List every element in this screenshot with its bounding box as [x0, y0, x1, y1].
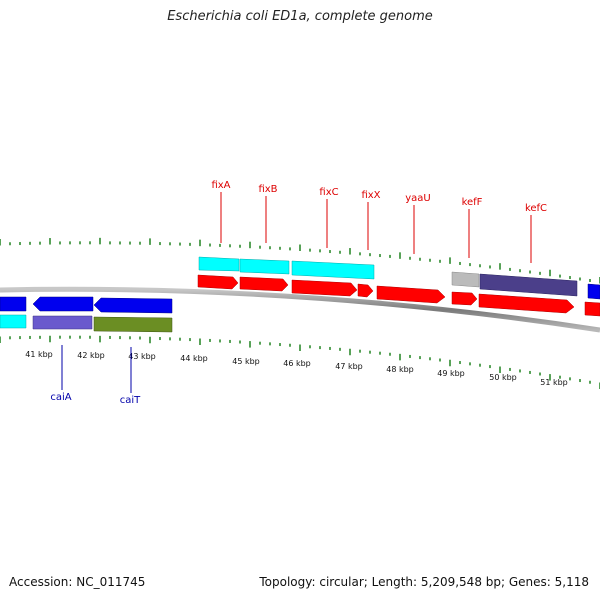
kbp-label: 42 kbp — [77, 351, 105, 360]
kbp-label: 48 kbp — [386, 365, 414, 374]
genome-summary: Topology: circular; Length: 5,209,548 bp… — [259, 575, 589, 589]
gene-block-fixA[interactable] — [198, 256, 240, 272]
cds-arrow-yaaU[interactable] — [376, 285, 446, 304]
gene-block-reverse-left[interactable] — [0, 314, 27, 329]
gene-block-caiA[interactable] — [32, 315, 93, 330]
cds-arrow-fixX[interactable] — [357, 283, 374, 298]
kbp-label: 46 kbp — [283, 359, 311, 368]
accession-label: Accession: NC_011745 — [9, 575, 146, 589]
gene-labels: fixA fixB fixC fixX yaaU kefF kefC caiA caiT — [50, 180, 547, 406]
kbp-label: 45 kbp — [232, 357, 260, 366]
gene-block-next[interactable] — [587, 283, 600, 300]
cds-arrow-kefC[interactable] — [478, 293, 575, 314]
cds-arrow-caiA[interactable] — [32, 296, 94, 312]
kbp-scale-labels: 41 kbp 42 kbp 43 kbp 44 kbp 45 kbp 46 kbp 47 k… — [25, 350, 568, 387]
cds-arrow-fixA[interactable] — [197, 274, 239, 290]
kbp-label: 43 kbp — [128, 352, 156, 361]
gene-label-kefF[interactable]: kefF — [462, 197, 483, 208]
gene-label-kefC[interactable]: kefC — [525, 203, 547, 214]
outer-tick-track — [0, 237, 600, 284]
gene-label-caiA[interactable]: caiA — [50, 392, 71, 403]
reverse-gene-track — [0, 314, 173, 333]
kbp-label: 41 kbp — [25, 350, 53, 359]
kbp-label: 49 kbp — [437, 369, 465, 378]
forward-gene-track — [198, 256, 600, 300]
genome-backbone — [0, 286, 600, 333]
genome-title: Escherichia coli ED1a, complete genome — [167, 9, 433, 24]
inner-tick-track — [0, 335, 600, 389]
gene-label-fixX[interactable]: fixX — [361, 190, 380, 201]
gene-label-fixA[interactable]: fixA — [211, 180, 230, 191]
cds-arrow-caiT[interactable] — [93, 297, 173, 314]
cds-arrow-reverse-left[interactable] — [0, 296, 27, 312]
gene-label-caiT[interactable]: caiT — [120, 395, 141, 406]
gene-label-fixB[interactable]: fixB — [258, 184, 277, 195]
gene-block-kefF[interactable] — [451, 271, 480, 288]
cds-arrow-kefF[interactable] — [451, 291, 478, 306]
gene-label-fixC[interactable]: fixC — [319, 187, 338, 198]
gene-block-kefC[interactable] — [479, 273, 578, 297]
cds-arrow-fixC[interactable] — [291, 279, 358, 297]
gene-block-caiT[interactable] — [93, 316, 173, 333]
forward-cds-track — [197, 274, 600, 317]
kbp-label: 50 kbp — [489, 373, 517, 382]
gene-block-fixC-fixX[interactable] — [291, 260, 375, 280]
gene-block-fixB[interactable] — [239, 258, 290, 275]
kbp-label: 47 kbp — [335, 362, 363, 371]
cds-arrow-next[interactable] — [584, 301, 600, 317]
reverse-cds-track — [0, 296, 173, 314]
cds-arrow-fixB[interactable] — [239, 276, 289, 292]
gene-label-yaaU[interactable]: yaaU — [405, 193, 431, 204]
kbp-label: 51 kbp — [540, 378, 568, 387]
kbp-label: 44 kbp — [180, 354, 208, 363]
